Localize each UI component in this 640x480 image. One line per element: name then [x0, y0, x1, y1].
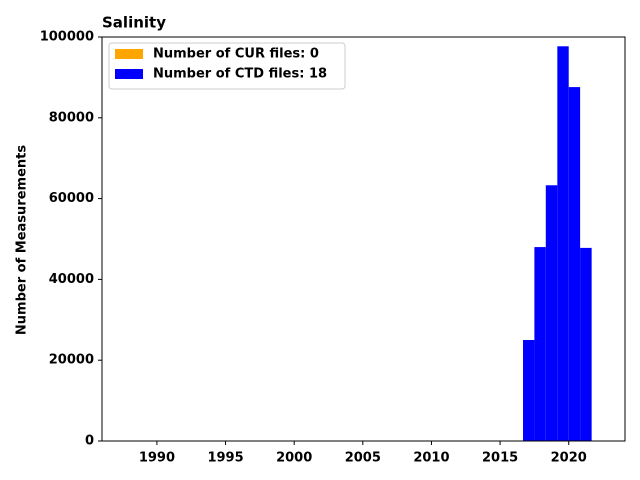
bar — [568, 87, 581, 441]
bar — [545, 185, 558, 441]
plot-frame — [101, 36, 626, 442]
x-tick-label: 2005 — [345, 451, 381, 466]
bar — [557, 46, 569, 442]
x-tick-label: 2020 — [551, 451, 587, 466]
legend-label: Number of CTD files: 18 — [153, 67, 327, 82]
legend-label: Number of CUR files: 0 — [153, 47, 319, 62]
legend-swatch — [115, 69, 143, 79]
y-tick-label: 20000 — [49, 353, 94, 368]
y-tick-label: 40000 — [49, 272, 94, 287]
chart-title: Salinity — [102, 14, 166, 32]
x-tick-label: 2010 — [413, 451, 449, 466]
x-tick-label: 2015 — [482, 451, 518, 466]
y-tick-label: 60000 — [49, 191, 94, 206]
y-tick-label: 100000 — [40, 30, 94, 45]
legend-swatch — [115, 49, 143, 59]
y-axis-label: Number of Measurements — [15, 145, 30, 335]
x-tick-label: 1995 — [207, 451, 243, 466]
bar — [523, 340, 535, 441]
bar — [534, 247, 546, 441]
y-tick-label: 80000 — [49, 110, 94, 125]
y-tick-label: 0 — [85, 434, 94, 449]
x-tick-label: 2000 — [276, 451, 312, 466]
x-tick-label: 1990 — [139, 451, 175, 466]
bar — [580, 247, 592, 441]
legend-box — [108, 42, 346, 90]
